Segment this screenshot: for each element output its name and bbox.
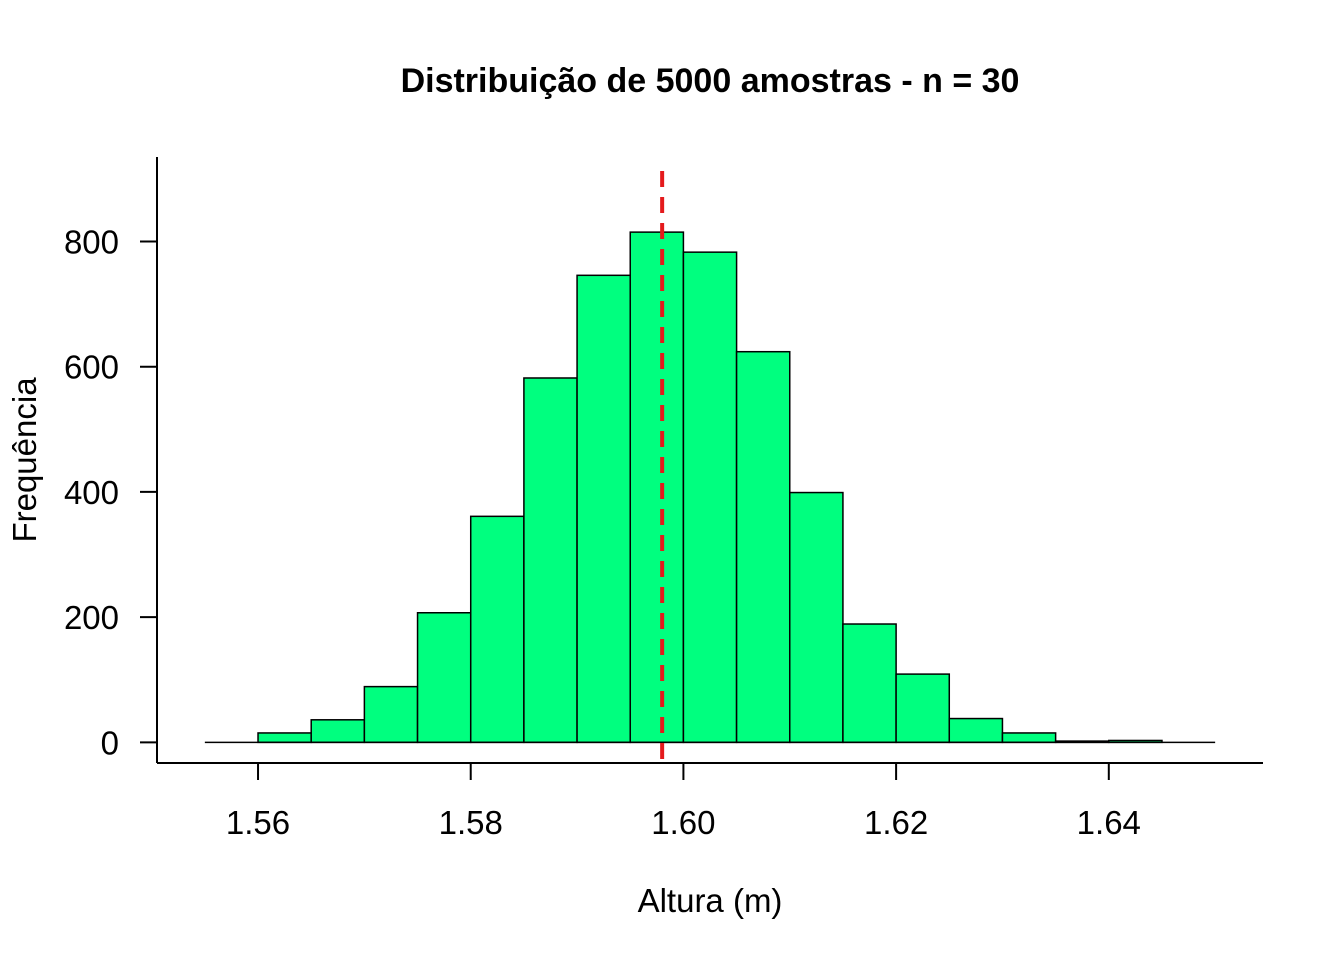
x-tick-label: 1.56 [226,804,290,841]
histogram-bar [1001,732,1057,744]
chart-title: Distribuição de 5000 amostras - n = 30 [401,62,1020,100]
histogram-bar [523,377,578,744]
y-tick-label: 400 [64,474,119,511]
histogram-bar [416,612,472,744]
histogram-bar [948,717,1004,744]
x-tick-label: 1.62 [864,804,928,841]
histogram-bar [735,350,791,744]
histogram-bar [576,274,631,744]
y-tick-label: 800 [64,224,119,261]
x-tick-label: 1.64 [1077,804,1141,841]
histogram-bar [363,685,419,744]
histogram-bar [469,515,525,744]
histogram-bars [204,231,1216,744]
histogram-bar [682,251,738,744]
histogram-bar [310,719,366,744]
histogram-bar [789,491,844,744]
y-tick-label: 0 [101,724,119,761]
y-axis-label: Frequência [6,377,43,543]
x-axis-label: Altura (m) [638,882,783,919]
histogram-bar [629,231,685,744]
histogram-bar [842,623,897,744]
y-tick-label: 200 [64,599,119,636]
axes: 0 200 400 600 800 1.56 1.58 1.60 1.62 1.64 [64,157,1263,841]
histogram-bar [895,673,951,744]
y-tick-label: 600 [64,349,119,386]
x-tick-label: 1.58 [439,804,503,841]
x-tick-label: 1.60 [651,804,715,841]
histogram-bar [257,732,312,744]
